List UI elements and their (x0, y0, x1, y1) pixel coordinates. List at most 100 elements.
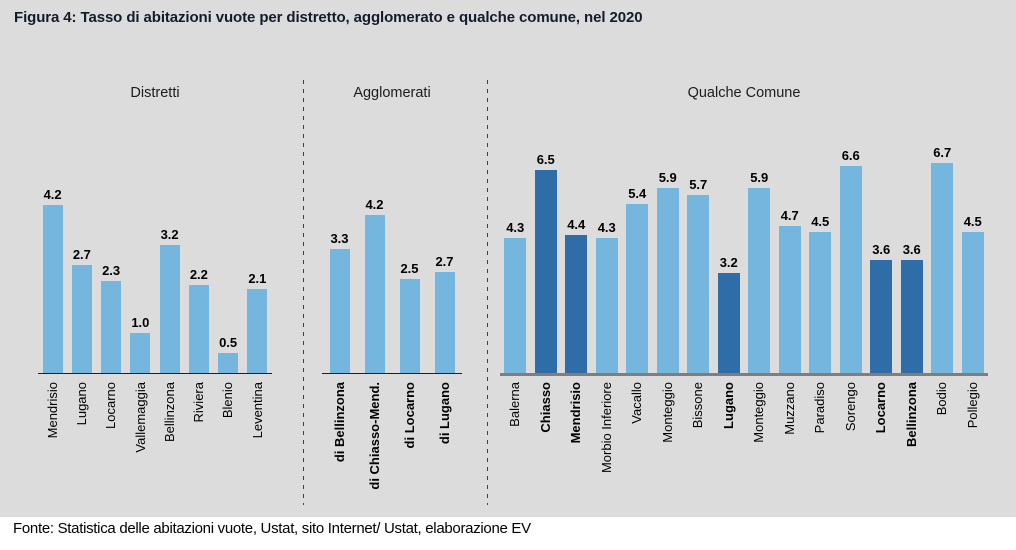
bar-value-label: 3.6 (872, 242, 891, 257)
category-label: Mendrisio (44, 382, 60, 439)
bar-value-label: 5.4 (628, 186, 647, 201)
bar-slot: 6.6 (836, 68, 867, 373)
bar-slot: 5.9 (744, 68, 775, 373)
bar-value-label: 3.2 (160, 227, 179, 242)
category-label: Lugano (74, 382, 90, 426)
bars-row-agglomerati: 3.3 4.2 2.5 2.7 (322, 68, 462, 374)
bar (364, 215, 385, 373)
bar-value-label: 2.2 (189, 267, 208, 282)
category-label: Chiasso (537, 382, 553, 433)
category-label: di Bellinzona (331, 382, 347, 463)
bar (188, 285, 209, 373)
bar-value-label: 2.1 (248, 271, 267, 286)
bar-value-label: 4.5 (963, 214, 982, 229)
bar-slot: 3.6 (897, 68, 928, 373)
bar-value-label: 3.3 (330, 231, 349, 246)
bar-value-label: 3.6 (902, 242, 921, 257)
bar-slot: 4.3 (500, 68, 531, 373)
bar (778, 226, 801, 373)
category-label: Vacallo (629, 382, 645, 424)
bar-slot: 4.5 (805, 68, 836, 373)
figure-title: Figura 4: Tasso di abitazioni vuote per … (14, 9, 643, 26)
category-label: Locarno (103, 382, 119, 429)
bar-value-label: 1.0 (131, 315, 150, 330)
section-separator-right (487, 80, 488, 505)
bar-value-label: 2.3 (102, 263, 121, 278)
bar (961, 232, 984, 373)
labels-row-qualche-comune: Balerna Chiasso Mendrisio Morbio Inferiore V… (500, 382, 988, 514)
category-label: Monteggio (659, 382, 675, 443)
bar-slot: 3.6 (866, 68, 897, 373)
category-label-slot: Mendrisio (561, 382, 592, 514)
bar (626, 204, 649, 373)
section-header-distretti: Distretti (130, 85, 180, 101)
category-label-slot: Leventina (243, 382, 272, 514)
bar (504, 238, 527, 373)
bar (717, 273, 740, 373)
bar (595, 238, 618, 373)
category-label-slot: di Locarno (392, 382, 427, 514)
bar-value-label: 6.6 (841, 148, 860, 163)
bar-slot: 2.7 (67, 68, 96, 373)
bar (748, 188, 771, 373)
plot-area-agglomerati: Agglomerati 3.3 4.2 2.5 2.7 di Bellinzona di… (322, 0, 462, 517)
bar-value-label: 4.7 (780, 208, 799, 223)
bar (159, 245, 180, 373)
bar-slot: 5.4 (622, 68, 653, 373)
category-label: Lugano (720, 382, 736, 429)
bar-slot: 6.5 (531, 68, 562, 373)
category-label-slot: Riviera (184, 382, 213, 514)
bar-slot: 4.3 (592, 68, 623, 373)
bar (130, 333, 151, 373)
category-label: Balerna (507, 382, 523, 427)
bar (565, 235, 588, 373)
plot-area-distretti: Distretti 4.2 2.7 2.3 1.0 3.2 2.2 0.5 2.1 Mendr… (38, 0, 272, 517)
bar-value-label: 4.3 (597, 220, 616, 235)
category-label: Leventina (249, 382, 265, 439)
bar (900, 260, 923, 373)
category-label-slot: Mendrisio (38, 382, 67, 514)
bar-value-label: 5.7 (689, 177, 708, 192)
bar-slot: 5.9 (653, 68, 684, 373)
bar-value-label: 2.7 (72, 247, 91, 262)
category-label-slot: Monteggio (744, 382, 775, 514)
category-label: Pollegio (964, 382, 980, 429)
chart-panel: Figura 4: Tasso di abitazioni vuote per … (0, 0, 1016, 517)
bar-value-label: 4.5 (811, 214, 830, 229)
category-label: Bellinzona (161, 382, 177, 442)
category-label-slot: Balerna (500, 382, 531, 514)
bar-value-label: 4.2 (43, 187, 62, 202)
category-label: Mendrisio (568, 382, 584, 444)
section-header-qualche-comune: Qualche Comune (687, 85, 801, 101)
bar-slot: 0.5 (214, 68, 243, 373)
section-agglomerati: Agglomerati 3.3 4.2 2.5 2.7 di Bellinzona di… (304, 0, 487, 517)
bar-slot: 3.3 (322, 68, 357, 373)
bar (434, 272, 455, 373)
labels-row-distretti: Mendrisio Lugano Locarno Vallemaggia Bellinz… (38, 382, 272, 514)
category-label-slot: Sorengo (836, 382, 867, 514)
bar-slot: 2.3 (97, 68, 126, 373)
category-label: Bissone (690, 382, 706, 429)
category-label: Blenio (220, 382, 236, 419)
bar-value-label: 6.5 (536, 152, 555, 167)
category-label: Paradiso (812, 382, 828, 434)
bar (101, 281, 122, 373)
category-label-slot: Bellinzona (897, 382, 928, 514)
category-label: Morbio Inferiore (598, 382, 614, 474)
category-label: Riviera (191, 382, 207, 423)
bar (399, 279, 420, 373)
category-label-slot: Paradiso (805, 382, 836, 514)
category-label: Vallemaggia (132, 382, 148, 453)
section-header-agglomerati: Agglomerati (353, 85, 431, 101)
bar-value-label: 5.9 (658, 170, 677, 185)
category-label-slot: Pollegio (958, 382, 989, 514)
bar-slot: 2.5 (392, 68, 427, 373)
bar-slot: 3.2 (714, 68, 745, 373)
bar-slot: 2.1 (243, 68, 272, 373)
bar-value-label: 5.9 (750, 170, 769, 185)
bar-slot: 1.0 (126, 68, 155, 373)
bar (839, 166, 862, 373)
category-label-slot: Bissone (683, 382, 714, 514)
category-label-slot: Bellinzona (155, 382, 184, 514)
category-label: di Locarno (401, 382, 417, 449)
